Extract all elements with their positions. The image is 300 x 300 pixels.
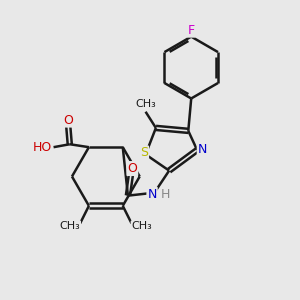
Text: H: H [161, 188, 170, 201]
Text: F: F [188, 24, 195, 37]
Text: HO: HO [33, 141, 52, 154]
Text: CH₃: CH₃ [135, 99, 156, 110]
Text: CH₃: CH₃ [59, 221, 80, 231]
Text: N: N [198, 143, 207, 157]
Text: S: S [140, 146, 148, 159]
Text: CH₃: CH₃ [131, 221, 152, 231]
Text: O: O [63, 114, 73, 127]
Text: N: N [147, 188, 157, 201]
Text: O: O [128, 162, 137, 175]
